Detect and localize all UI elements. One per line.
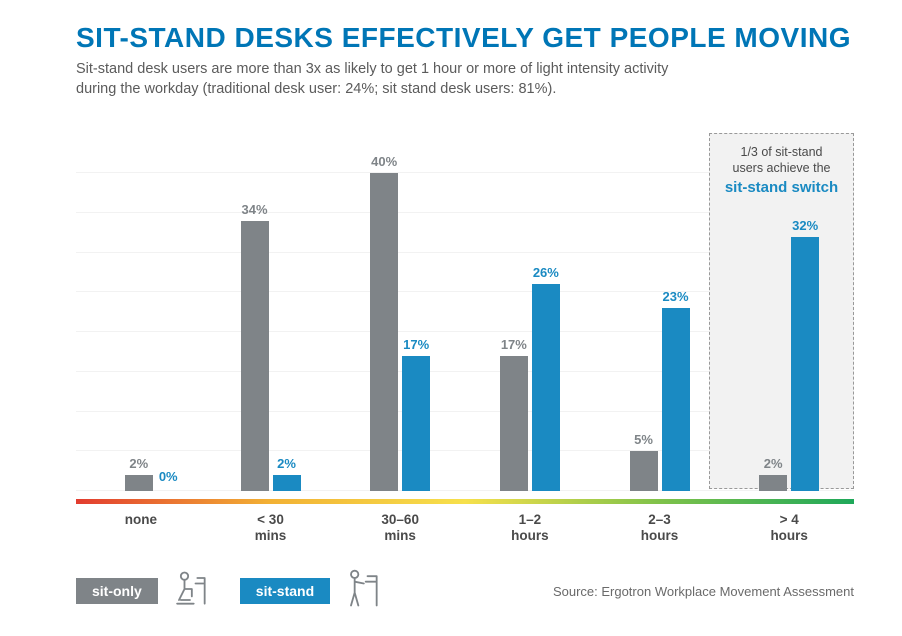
bar-sit-stand: 17% — [402, 356, 430, 491]
bars-layer: 2%0%34%2%40%17%17%26%5%23%2%32% — [76, 141, 854, 491]
bar-sit-only: 2% — [759, 475, 787, 491]
x-axis-label: 1–2hours — [465, 512, 595, 544]
page-title: SIT-STAND DESKS EFFECTIVELY GET PEOPLE M… — [76, 22, 854, 54]
x-axis-label: < 30mins — [206, 512, 336, 544]
bar-label: 32% — [792, 218, 818, 233]
gradient-bar — [76, 499, 854, 504]
x-axis-label: 2–3hours — [595, 512, 725, 544]
bar-group: 5%23% — [595, 141, 725, 491]
bar-sit-only: 40% — [370, 173, 398, 491]
bar-sit-stand: 26% — [532, 284, 560, 491]
legend-row: sit-only sit-stand Source: Ergotro — [76, 567, 854, 616]
bar-group: 34%2% — [206, 141, 336, 491]
person-standing-icon — [340, 567, 384, 616]
bar-label: 2% — [764, 456, 783, 471]
bar-label: 2% — [129, 456, 148, 471]
bar-group: 17%26% — [465, 141, 595, 491]
legend-item-sit-stand: sit-stand — [240, 567, 384, 616]
subtitle-line-1: Sit-stand desk users are more than 3x as… — [76, 61, 668, 77]
bar-chart: 1/3 of sit-stand users achieve the sit-s… — [76, 141, 854, 491]
x-axis-label: none — [76, 512, 206, 544]
bar-group: 2% 0% — [76, 141, 206, 491]
bar-label-zero: 0% — [159, 469, 178, 484]
bar-sit-only: 34% — [241, 221, 269, 491]
bar-group: 40%17% — [335, 141, 465, 491]
bar-sit-only: 2%0% — [125, 475, 153, 491]
bar-label: 23% — [663, 289, 689, 304]
bar-sit-stand: 2% — [273, 475, 301, 491]
legend-chip-sit-stand: sit-stand — [240, 578, 330, 604]
x-axis-label: > 4hours — [724, 512, 854, 544]
legend-item-sit-only: sit-only — [76, 567, 212, 616]
x-axis-labels: none< 30mins30–60mins1–2hours2–3hours> 4… — [76, 512, 854, 544]
bar-label: 2% — [277, 456, 296, 471]
subtitle-line-2: during the workday (traditional desk use… — [76, 81, 556, 97]
bar-label: 34% — [241, 202, 267, 217]
bar-sit-stand: 32% — [791, 237, 819, 492]
bar-sit-only: 5% — [630, 451, 658, 491]
bar-label: 40% — [371, 154, 397, 169]
subtitle: Sit-stand desk users are more than 3x as… — [76, 60, 854, 99]
bar-sit-stand: 23% — [662, 308, 690, 491]
x-axis-label: 30–60mins — [335, 512, 465, 544]
bar-label: 17% — [403, 337, 429, 352]
bar-group: 2%32% — [724, 141, 854, 491]
legend-chip-sit-only: sit-only — [76, 578, 158, 604]
source-text: Source: Ergotron Workplace Movement Asse… — [553, 584, 854, 599]
bar-label: 26% — [533, 265, 559, 280]
bar-sit-only: 17% — [500, 356, 528, 491]
bar-label: 17% — [501, 337, 527, 352]
bar-label: 5% — [634, 432, 653, 447]
person-sitting-icon — [168, 567, 212, 616]
